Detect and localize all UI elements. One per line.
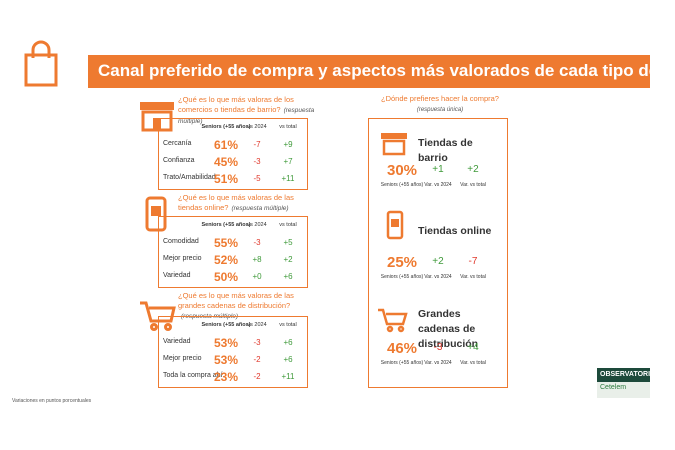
row-label: Variedad xyxy=(163,338,191,345)
vs-2024: -3 xyxy=(253,338,261,347)
share: 52% xyxy=(213,253,239,267)
question: ¿Dónde prefieres hacer la compra? xyxy=(381,94,499,103)
share: 25% xyxy=(386,254,418,271)
channel-label: Var. vs total xyxy=(460,360,486,366)
column-header: vs 2024 xyxy=(247,124,267,130)
vs-total: +11 xyxy=(281,174,295,183)
store-icon xyxy=(140,102,174,132)
var-2024: +1 xyxy=(432,164,444,175)
share: 45% xyxy=(213,155,239,169)
column-header: Seniors (+55 años) xyxy=(201,222,251,228)
share: 50% xyxy=(213,270,239,284)
question-note: (respuesta múltiple) xyxy=(231,205,289,212)
channel-box xyxy=(368,118,508,388)
vs-2024: +0 xyxy=(252,272,262,281)
column-header: Seniors (+55 años) xyxy=(201,322,251,328)
var-total: +2 xyxy=(467,164,479,175)
logo-band xyxy=(597,368,650,382)
vs-2024: -3 xyxy=(253,157,261,166)
channel-label: Seniors (+55 años) xyxy=(380,182,424,188)
share: 55% xyxy=(213,236,239,250)
question-note: (respuesta única) xyxy=(416,107,464,113)
phone-icon xyxy=(145,196,167,232)
row-label: Comodidad xyxy=(163,238,199,245)
vs-total: +5 xyxy=(283,238,293,247)
row-label: Mejor precio xyxy=(163,355,202,362)
vs-total: +6 xyxy=(283,355,293,364)
vs-2024: -2 xyxy=(253,355,261,364)
channel-label: Var. vs 2024 xyxy=(424,274,452,280)
table-box xyxy=(158,216,308,288)
column-header: vs total xyxy=(279,322,297,328)
var-2024: -3 xyxy=(433,342,443,353)
column-header: Seniors (+55 años) xyxy=(201,124,251,130)
share: 30% xyxy=(386,162,418,179)
question-note: (respuesta múltiple) xyxy=(178,107,315,125)
store-icon-right xyxy=(381,133,407,156)
vs-2024: -5 xyxy=(253,174,261,183)
share: 61% xyxy=(213,138,239,152)
channel-label: Var. vs total xyxy=(460,274,486,280)
channel-label: Var. vs 2024 xyxy=(424,182,452,188)
channel-label: Seniors (+55 años) xyxy=(380,274,424,280)
table-box xyxy=(158,316,308,388)
channel-name: Tiendas online xyxy=(418,225,492,237)
var-total: +4 xyxy=(467,342,479,353)
share: 53% xyxy=(213,353,239,367)
column-header: vs 2024 xyxy=(247,322,267,328)
row-label: Cercanía xyxy=(163,140,192,147)
question-text: ¿Qué es lo que más valoras de los comerc… xyxy=(178,95,294,114)
share: 23% xyxy=(213,370,239,384)
row-label: Toda la compra ahí xyxy=(163,372,223,379)
vs-2024: +8 xyxy=(252,255,262,264)
logo-line2: Cetelem xyxy=(600,384,627,391)
row-label: Variedad xyxy=(163,272,191,279)
vs-2024: -2 xyxy=(253,372,261,381)
share: 46% xyxy=(386,340,418,357)
vs-total: +2 xyxy=(283,255,293,264)
question-text: ¿Qué es lo que más valoras de las tienda… xyxy=(178,193,294,212)
column-header: vs 2024 xyxy=(247,222,267,228)
vs-2024: -7 xyxy=(253,140,261,149)
bag-icon xyxy=(24,40,58,87)
column-header: vs total xyxy=(279,124,297,130)
footer-note: Variaciones en puntos porcentuales xyxy=(12,398,92,404)
channel-label: Var. vs 2024 xyxy=(424,360,452,366)
share: 51% xyxy=(213,172,239,186)
phone-icon-right xyxy=(386,210,404,240)
title: Canal preferido de compra y aspectos más… xyxy=(98,61,675,80)
row-label: Trato/Amabilidad xyxy=(163,174,216,181)
row-label: Mejor precio xyxy=(163,255,202,262)
logo-base xyxy=(597,382,650,398)
column-header: vs total xyxy=(279,222,297,228)
logo-line1: OBSERVATORIO xyxy=(600,371,656,378)
vs-total: +11 xyxy=(281,372,295,381)
question-text: ¿Qué es lo que más valoras de las grande… xyxy=(178,291,294,310)
channel-name: Tiendas de barrio xyxy=(418,137,473,164)
var-total: -7 xyxy=(468,256,478,267)
cart-icon-right xyxy=(378,308,408,333)
var-2024: +2 xyxy=(432,256,444,267)
question: ¿Qué es lo que más valoras de las tienda… xyxy=(178,193,318,214)
title-band xyxy=(88,55,650,88)
row-label: Confianza xyxy=(163,157,195,164)
vs-total: +7 xyxy=(283,157,293,166)
cart-icon xyxy=(140,301,176,331)
channel-label: Var. vs total xyxy=(460,182,486,188)
vs-total: +6 xyxy=(283,338,293,347)
table-box xyxy=(158,118,308,190)
channel-label: Seniors (+55 años) xyxy=(380,360,424,366)
vs-2024: -3 xyxy=(253,238,261,247)
vs-total: +6 xyxy=(283,272,293,281)
vs-total: +9 xyxy=(283,140,293,149)
question: ¿Qué es lo que más valoras de los comerc… xyxy=(178,95,318,127)
channel-name: Grandes cadenas de distribución xyxy=(418,308,479,350)
share: 53% xyxy=(213,336,239,350)
